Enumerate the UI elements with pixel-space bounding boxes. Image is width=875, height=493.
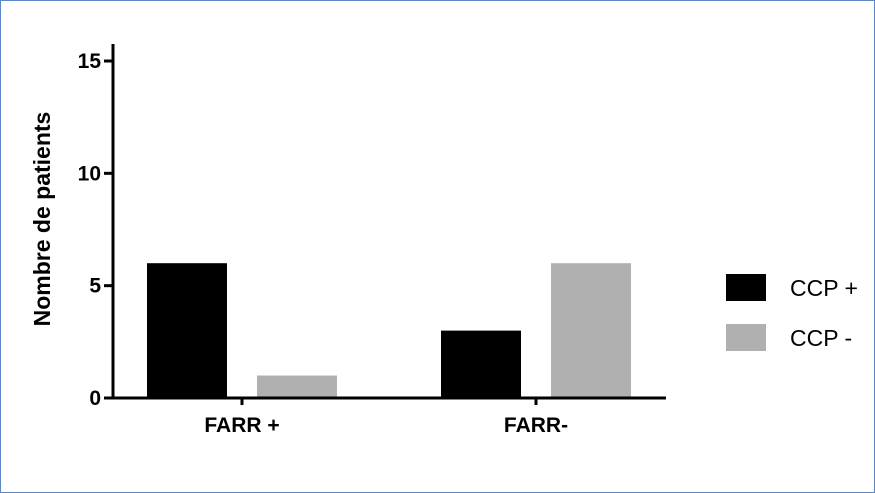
y-tick-label: 5 [89, 275, 101, 298]
legend-label: CCP - [790, 325, 852, 351]
bar-farr-series-0 [147, 263, 227, 398]
y-ticks-layer: 0 5 10 15 [78, 50, 113, 410]
legend: CCP + CCP - [726, 274, 858, 351]
bar-farr-series-1 [551, 263, 631, 398]
bar-farr-series-0 [441, 330, 521, 398]
x-tick-label: FARR + [204, 414, 279, 437]
y-tick-label: 10 [78, 162, 101, 185]
legend-label: CCP + [790, 275, 858, 301]
y-tick-label: 15 [78, 50, 102, 73]
axes-layer [111, 44, 666, 405]
y-axis-label: Nombre de patients [29, 112, 55, 327]
x-tick-label: FARR- [504, 414, 568, 437]
y-tick-label: 0 [89, 387, 101, 410]
legend-swatch [726, 324, 766, 351]
legend-swatch [726, 274, 766, 301]
bars-layer [147, 263, 631, 398]
bar-farr-series-1 [257, 375, 337, 398]
x-tick-labels-layer: FARR + FARR- [204, 414, 568, 437]
